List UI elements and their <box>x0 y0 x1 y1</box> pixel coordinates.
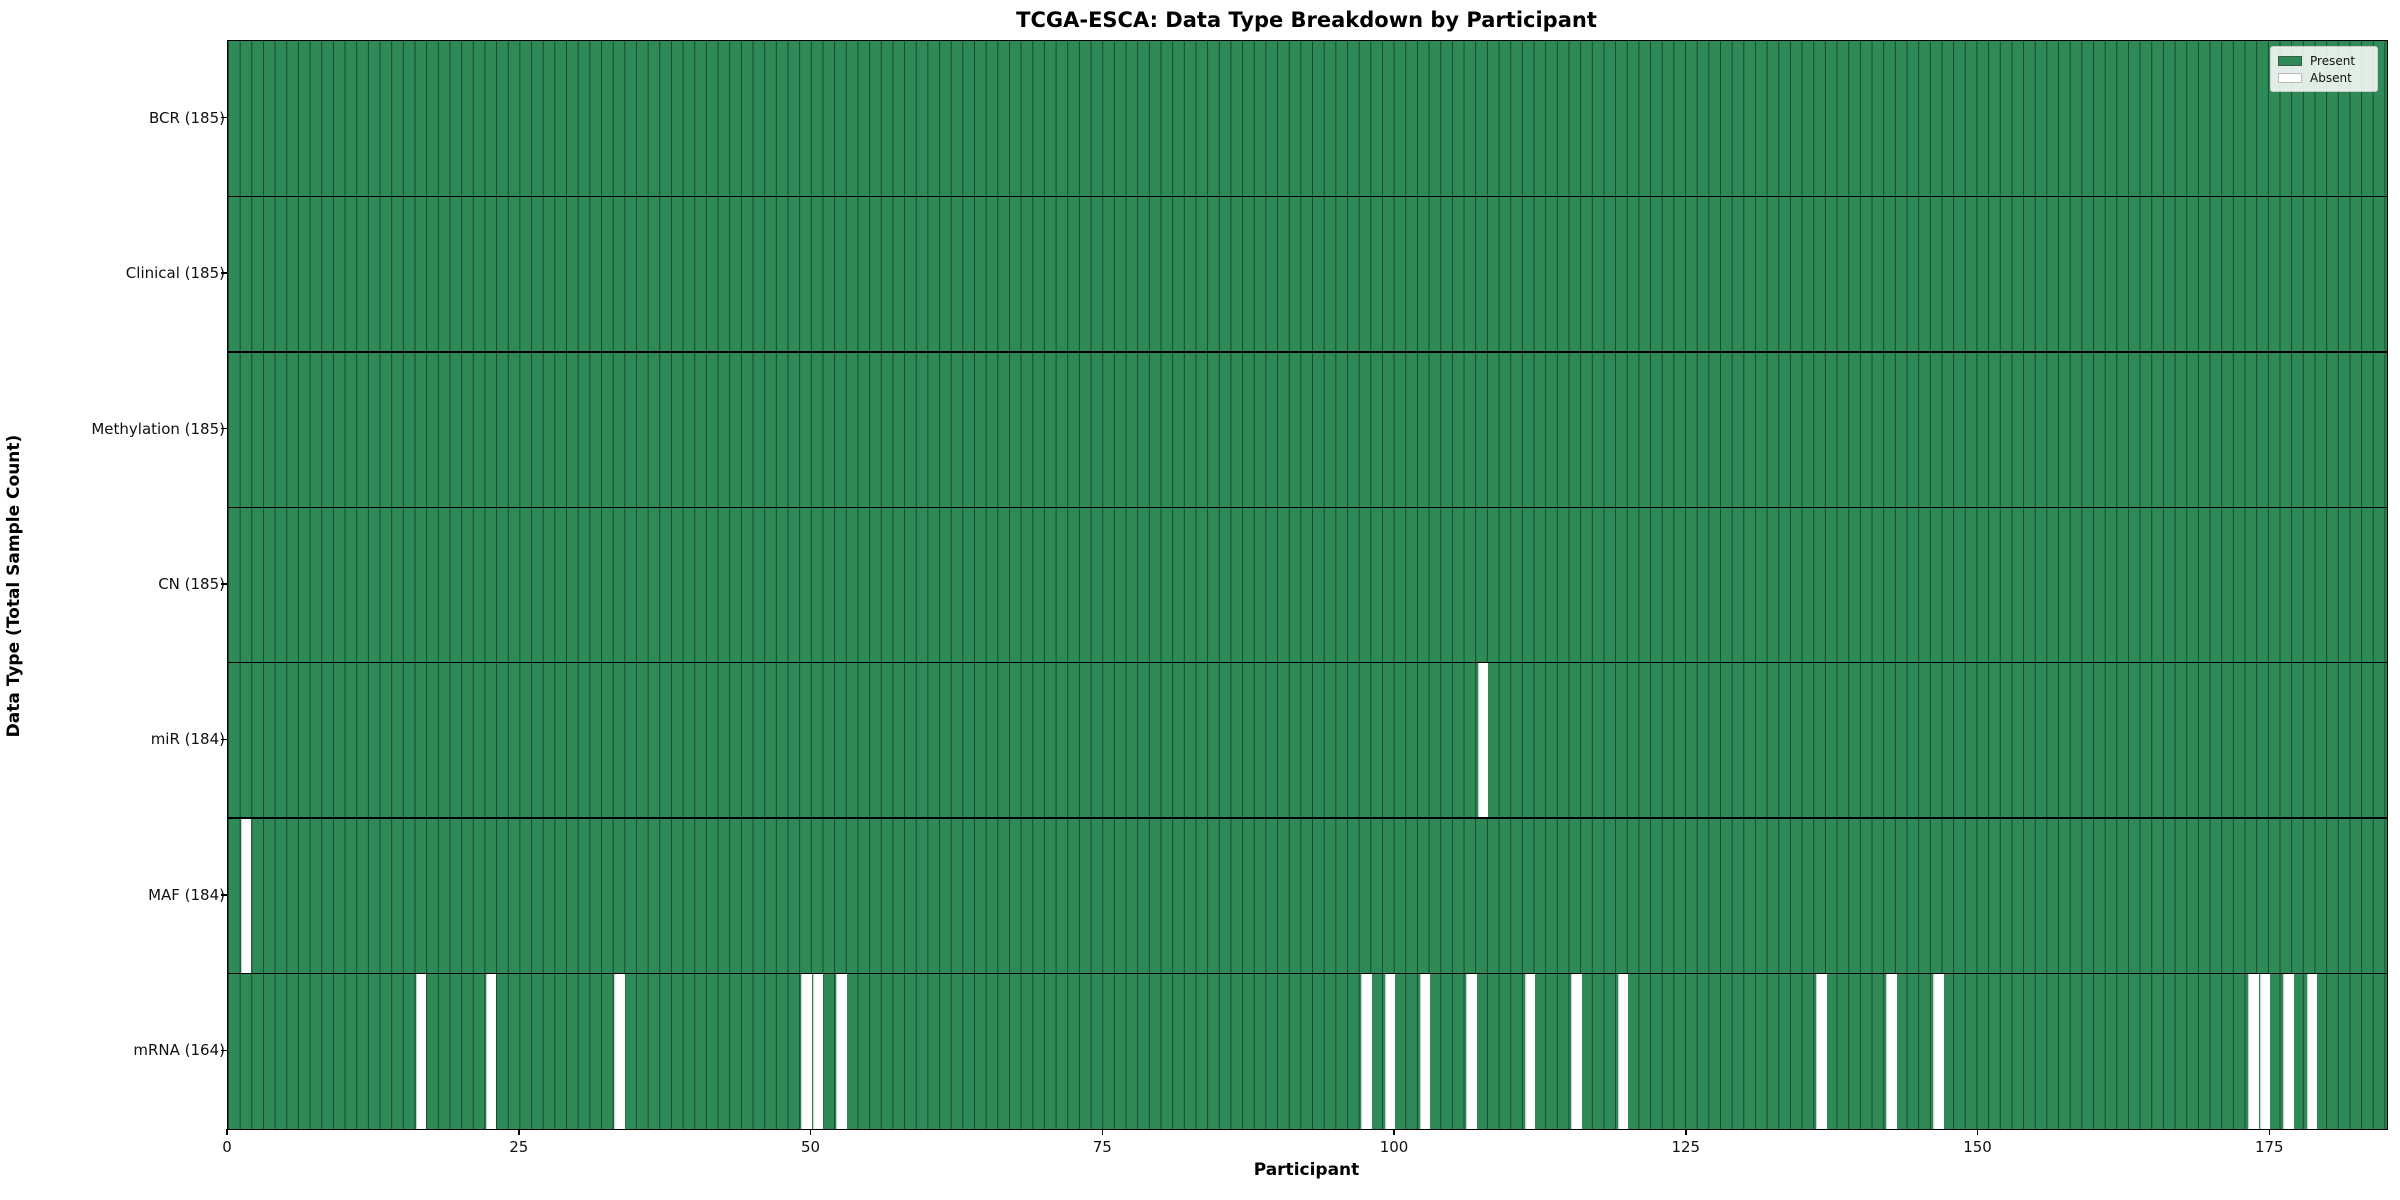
x-tick-mark <box>226 1129 228 1135</box>
row-separator <box>228 662 2387 664</box>
legend-label-present: Present <box>2310 53 2356 68</box>
absent-cell-mRNA-99 <box>1384 973 1396 1129</box>
y-tick-mark <box>221 894 227 896</box>
row-separator <box>228 506 2387 508</box>
y-tick-mark <box>221 427 227 430</box>
x-tick-mark <box>1976 1129 1979 1135</box>
row-separator <box>228 817 2387 819</box>
x-tick-mark <box>809 1129 812 1135</box>
y-tick-label-BCR: BCR (185) <box>148 108 225 127</box>
absent-cell-mRNA-136 <box>1816 973 1827 1129</box>
row-separator <box>228 195 2387 198</box>
legend-swatch-present <box>2278 55 2302 66</box>
x-tick-label-100: 100 <box>1379 1138 1409 1156</box>
x-tick-label-125: 125 <box>1671 1138 1701 1156</box>
row-separator <box>228 351 2387 353</box>
x-tick-mark <box>1685 1129 1687 1135</box>
row-separator <box>228 972 2387 975</box>
x-tick-mark <box>1101 1129 1104 1135</box>
chart-title: TCGA-ESCA: Data Type Breakdown by Partic… <box>1016 8 1597 32</box>
legend-label-absent: Absent <box>2310 70 2352 85</box>
absent-cell-mRNA-49 <box>801 973 812 1129</box>
absent-cell-mRNA-102 <box>1419 973 1431 1129</box>
cell-edge-gridlines <box>228 41 2387 1129</box>
x-tick-label-50: 50 <box>800 1138 821 1156</box>
legend: Present Absent <box>2270 46 2378 92</box>
absent-cell-mRNA-115 <box>1571 973 1582 1129</box>
absent-cell-mRNA-16 <box>415 973 427 1129</box>
y-tick-label-MAF: MAF (184) <box>148 885 225 904</box>
absent-cell-mRNA-176 <box>2283 973 2294 1129</box>
y-tick-mark <box>221 272 227 274</box>
y-axis-label: Data Type (Total Sample Count) <box>4 434 24 738</box>
legend-item-present: Present <box>2278 52 2370 69</box>
legend-item-absent: Absent <box>2278 69 2370 86</box>
absent-cell-mRNA-106 <box>1466 973 1477 1129</box>
absent-cell-mRNA-50 <box>812 973 824 1129</box>
y-tick-label-Methylation: Methylation (185) <box>91 419 225 438</box>
x-tick-label-75: 75 <box>1092 1138 1112 1156</box>
absent-cell-MAF-1 <box>240 818 252 974</box>
y-tick-mark <box>221 1049 227 1052</box>
x-tick-mark <box>1393 1129 1395 1135</box>
absent-cell-mRNA-33 <box>614 973 625 1129</box>
x-tick-label-175: 175 <box>2254 1138 2284 1156</box>
y-tick-label-CN: CN (185) <box>158 575 225 593</box>
y-tick-label-mRNA: mRNA (164) <box>133 1041 225 1060</box>
y-tick-mark <box>221 116 227 119</box>
absent-cell-mRNA-97 <box>1361 973 1372 1129</box>
y-tick-label-miR: miR (184) <box>150 730 225 749</box>
x-tick-mark <box>518 1129 520 1135</box>
legend-swatch-absent <box>2278 72 2302 83</box>
x-axis-label: Participant <box>1253 1160 1360 1180</box>
absent-cell-mRNA-119 <box>1617 973 1629 1129</box>
absent-cell-mRNA-142 <box>1886 973 1897 1129</box>
y-tick-label-Clinical: Clinical (185) <box>125 264 225 283</box>
absent-cell-mRNA-22 <box>485 973 497 1129</box>
absent-cell-mRNA-173 <box>2248 973 2259 1129</box>
x-tick-mark <box>2268 1129 2271 1135</box>
plot-area <box>227 40 2388 1130</box>
absent-cell-mRNA-146 <box>1933 973 1944 1129</box>
absent-cell-mRNA-178 <box>2306 973 2317 1129</box>
absent-cell-miR-107 <box>1477 662 1489 819</box>
x-tick-label-150: 150 <box>1963 1138 1992 1156</box>
absent-cell-mRNA-52 <box>836 973 847 1129</box>
x-tick-label-25: 25 <box>509 1138 529 1156</box>
absent-cell-mRNA-111 <box>1524 973 1536 1129</box>
y-tick-mark <box>221 738 227 741</box>
absent-cell-mRNA-174 <box>2259 973 2271 1129</box>
x-tick-label-0: 0 <box>222 1138 232 1156</box>
y-tick-mark <box>221 583 227 585</box>
